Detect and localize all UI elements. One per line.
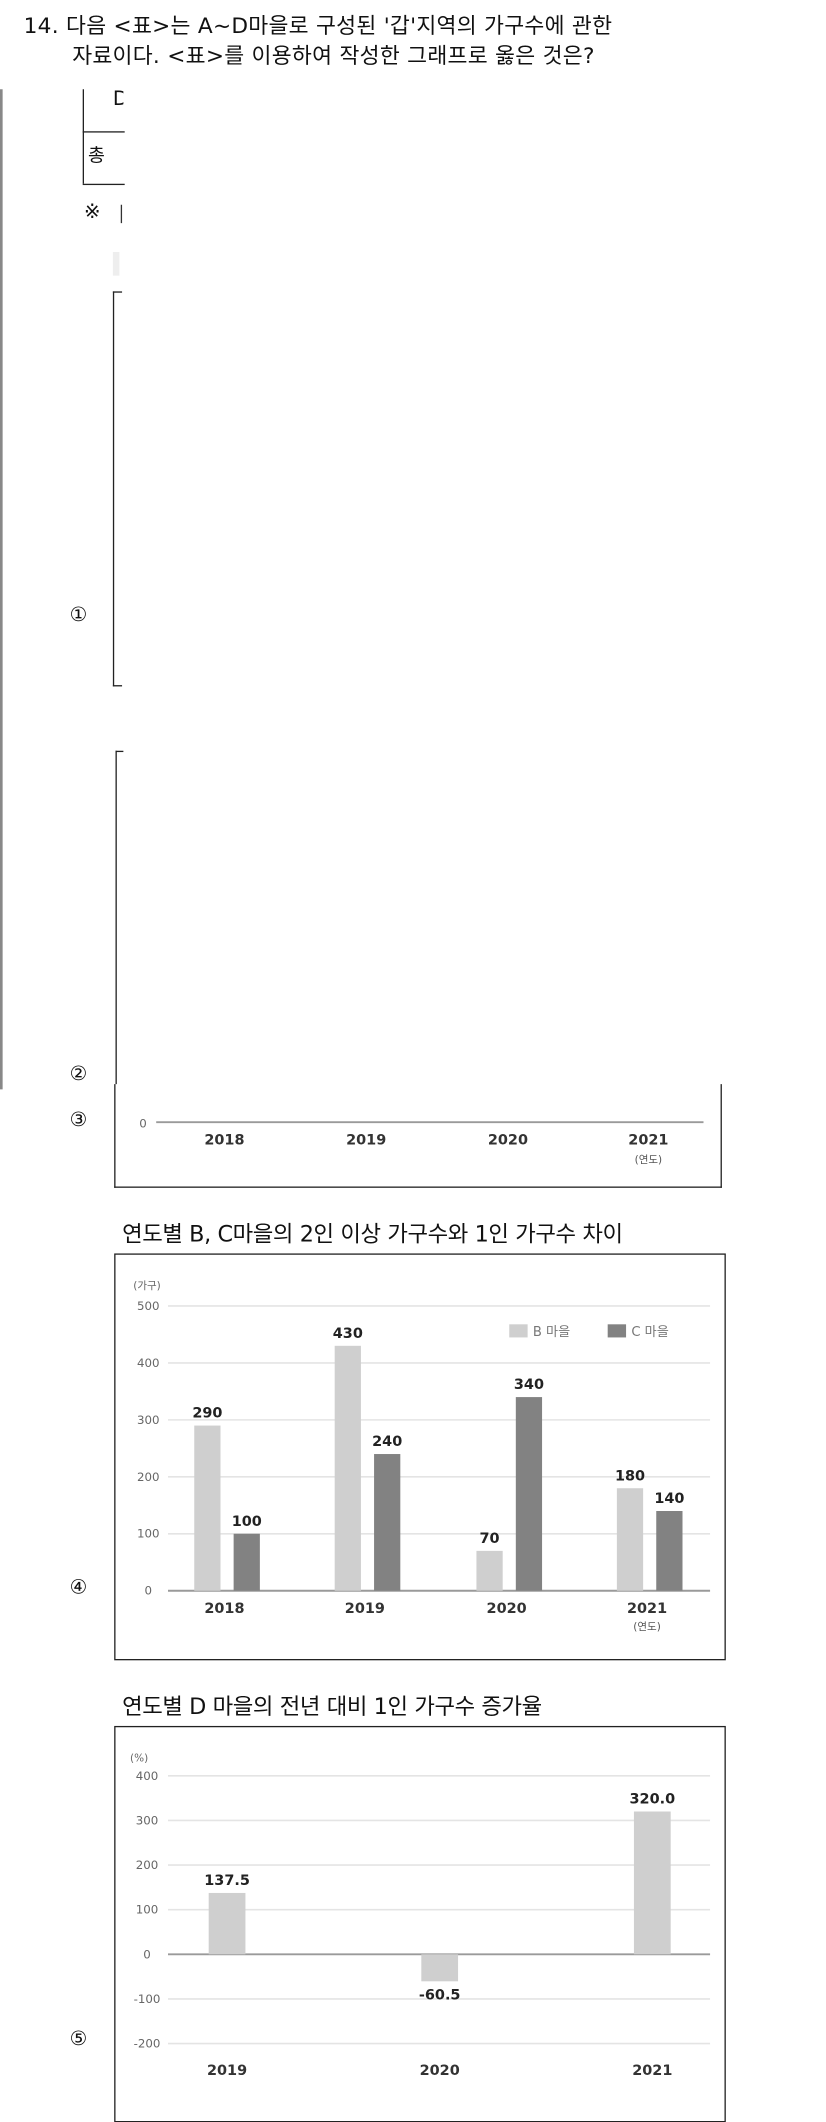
option3-marker[interactable]: ③ [69,1107,88,1132]
option4-chart-title: 연도별 B, C마을의 2인 이상 가구수와 1인 가구수 차이 [122,1221,623,1249]
y-tick-label: 300 [136,1813,159,1827]
x-tick-label: 2021 [632,2063,672,2079]
legend-label-b: B 마을 [533,1324,570,1340]
y-tick-label: 400 [136,1769,159,1783]
question-page: 14. 다음 <표>는 A~D마을로 구성된 '갑'지역의 가구수에 관한 자료… [0,8,726,2122]
table-bottom-border [82,183,125,186]
table-row-label-total: 총 [87,145,105,167]
option5-chart-title: 연도별 D 마을의 전년 대비 1인 가구수 증가율 [122,1694,542,1721]
legend-swatch-c [607,1324,627,1338]
x-tick-label: 2018 [204,1133,244,1149]
legend-label-c: C 마을 [631,1324,668,1340]
y-tick-label: 0 [143,1947,151,1961]
x-tick-label: 2020 [487,1601,527,1617]
y-tick-label: 100 [137,1527,160,1541]
x-tick-label: 2019 [346,1133,386,1149]
y-axis-unit: (가구) [133,1280,161,1292]
question-text-2: 자료이다. <표>를 이용하여 작성한 그래프로 옳은 것은? [72,43,595,69]
bar-d-village [633,1811,671,1955]
bar-c-village [233,1533,260,1591]
data-label: 320.0 [630,1792,676,1808]
option1-frame-tick-bottom [112,685,123,687]
bar-c-village [374,1454,401,1591]
option3-chart: 0 2018 2019 2020 2021 (연도) [114,1084,722,1188]
bar-b-village [476,1550,503,1591]
bar-b-village [616,1488,644,1591]
option3-chart-svg: 0 2018 2019 2020 2021 (연도) [139,1116,704,1166]
option4-chart-svg: (가구) 0 100 200 300 400 500 290 430 70 180 100 240 340… [133,1280,711,1633]
y-tick-label: -200 [134,2037,161,2051]
data-label: 290 [192,1406,222,1422]
y-tick-label: 0 [145,1584,153,1598]
table-left-border [82,89,84,184]
bar-d-village [208,1892,246,1955]
option4-chart: (가구) 0 100 200 300 400 500 290 430 70 180 100 240 340… [114,1253,726,1661]
x-tick-label: 2019 [207,2063,247,2079]
margin-line [0,89,2,1090]
x-tick-label: 2021 [628,1133,668,1149]
option5-chart: (%) 400 300 200 100 0 -100 -200 137.5 -60.5 320.0 2… [114,1725,726,2122]
y-tick-label: 200 [136,1858,159,1872]
bar-d-village [421,1954,459,1982]
faint-mark [112,252,120,276]
option4-marker[interactable]: ④ [69,1575,88,1599]
question-text-1: 다음 <표>는 A~D마을로 구성된 '갑'지역의 가구수에 관한 [66,13,613,39]
table-row-divider [82,131,125,133]
option5-chart-svg: (%) 400 300 200 100 0 -100 -200 137.5 -60.5 320.0 2… [130,1752,711,2079]
x-tick-label: 2020 [420,2063,460,2079]
x-tick-label: 2021 [627,1601,667,1617]
x-tick-label: 2018 [204,1601,244,1617]
data-label: 430 [333,1326,363,1342]
note-text-fragment [120,204,123,224]
y-tick-label: 100 [136,1903,159,1917]
y-tick-label: 0 [139,1116,147,1130]
data-label: 70 [480,1531,500,1547]
option2-frame-tick-top [115,750,124,753]
bar-b-village [334,1345,361,1591]
x-axis-unit: (연도) [635,1154,663,1166]
option2-chart-frame [115,750,117,1092]
data-label: 140 [654,1491,684,1507]
legend-swatch-b [509,1324,528,1338]
x-tick-label: 2019 [345,1601,385,1617]
y-tick-label: -100 [134,1992,161,2006]
option1-chart-frame [112,291,115,687]
x-axis-unit: (연도) [633,1621,661,1633]
bar-b-village [194,1425,221,1591]
bar-c-village [656,1511,683,1591]
option1-frame-tick-top [112,291,123,293]
y-tick-label: 300 [137,1413,160,1427]
y-tick-label: 400 [137,1356,160,1370]
question-line-1: 14. 다음 <표>는 A~D마을로 구성된 '갑'지역의 가구수에 관한 [24,8,613,40]
y-tick-label: 200 [137,1470,160,1484]
data-label: -60.5 [419,1988,461,2004]
table-note-mark: ※ [84,199,101,224]
bar-c-village [515,1397,543,1591]
y-tick-label: 500 [137,1299,160,1313]
data-label: 340 [514,1377,544,1393]
question-number: 14. [23,13,59,39]
option5-marker[interactable]: ⑤ [69,2026,88,2051]
data-label: 100 [232,1514,262,1530]
y-axis-unit: (%) [130,1752,148,1764]
table-row-label-d: D [113,87,124,111]
data-label: 137.5 [204,1873,250,1889]
data-label: 240 [372,1434,402,1450]
x-tick-label: 2020 [488,1133,528,1149]
option2-marker[interactable]: ② [69,1061,88,1086]
data-label: 180 [615,1468,645,1484]
option1-marker[interactable]: ① [69,602,88,627]
